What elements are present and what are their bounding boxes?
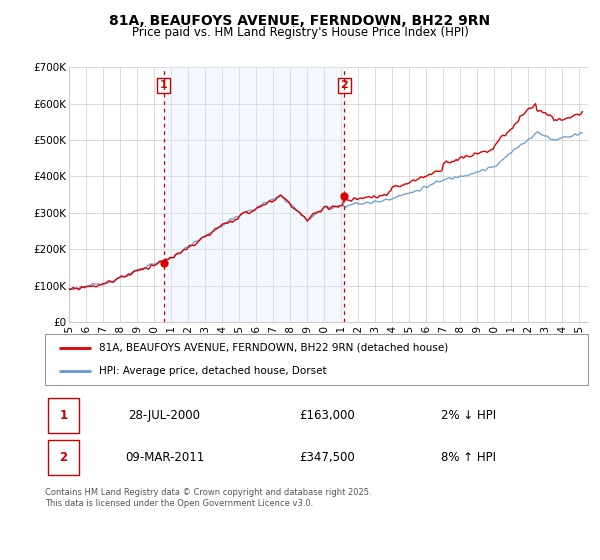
Text: 2% ↓ HPI: 2% ↓ HPI <box>441 409 496 422</box>
FancyBboxPatch shape <box>48 398 79 433</box>
Text: 81A, BEAUFOYS AVENUE, FERNDOWN, BH22 9RN (detached house): 81A, BEAUFOYS AVENUE, FERNDOWN, BH22 9RN… <box>100 343 449 353</box>
Text: Price paid vs. HM Land Registry's House Price Index (HPI): Price paid vs. HM Land Registry's House … <box>131 26 469 39</box>
Text: HPI: Average price, detached house, Dorset: HPI: Average price, detached house, Dors… <box>100 366 327 376</box>
FancyBboxPatch shape <box>45 334 588 385</box>
Bar <box>164 67 344 322</box>
Text: 81A, BEAUFOYS AVENUE, FERNDOWN, BH22 9RN: 81A, BEAUFOYS AVENUE, FERNDOWN, BH22 9RN <box>109 14 491 28</box>
Text: 8% ↑ HPI: 8% ↑ HPI <box>441 451 496 464</box>
Text: £163,000: £163,000 <box>299 409 355 422</box>
Text: 1: 1 <box>160 81 167 90</box>
Text: Contains HM Land Registry data © Crown copyright and database right 2025.
This d: Contains HM Land Registry data © Crown c… <box>45 488 371 508</box>
Text: 2: 2 <box>341 81 349 90</box>
Text: 2: 2 <box>59 451 68 464</box>
Text: £347,500: £347,500 <box>299 451 355 464</box>
FancyBboxPatch shape <box>48 440 79 475</box>
Text: 09-MAR-2011: 09-MAR-2011 <box>125 451 204 464</box>
Text: 1: 1 <box>59 409 68 422</box>
Text: 28-JUL-2000: 28-JUL-2000 <box>128 409 200 422</box>
